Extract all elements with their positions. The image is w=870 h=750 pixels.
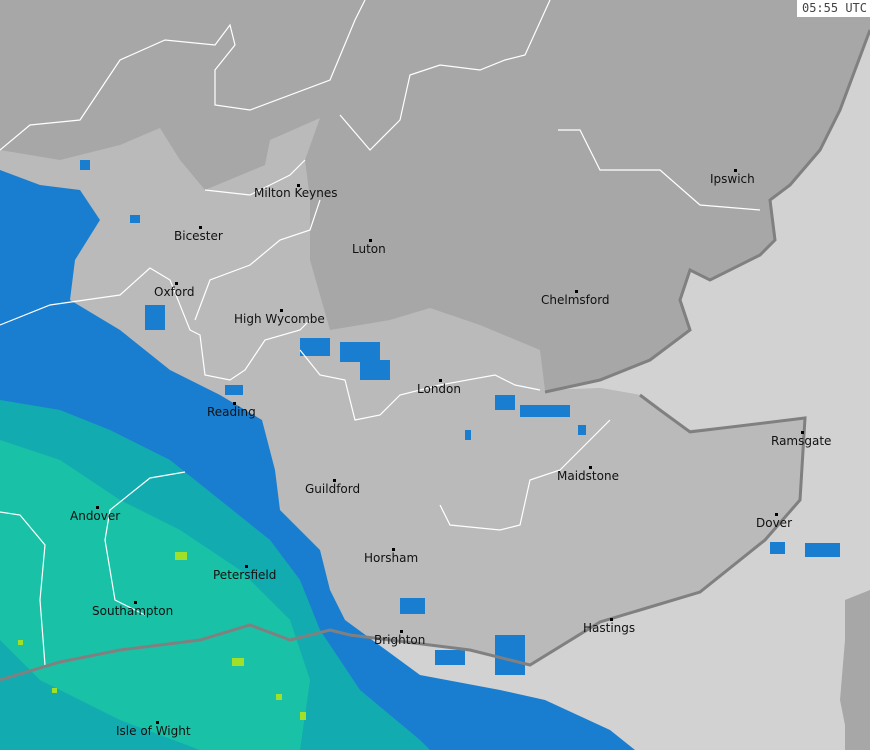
city-label: London xyxy=(417,382,461,396)
city-dot xyxy=(610,618,613,621)
rain-showers xyxy=(80,160,840,675)
city-label: Hastings xyxy=(583,621,636,635)
city-label: Luton xyxy=(352,242,386,256)
city-label: Milton Keynes xyxy=(254,186,338,200)
city-dot xyxy=(775,513,778,516)
city-dot xyxy=(245,565,248,568)
city-dot xyxy=(575,290,578,293)
city-label: Southampton xyxy=(92,604,174,618)
city-dot xyxy=(134,601,137,604)
city-dot xyxy=(297,184,300,187)
city-dot xyxy=(175,282,178,285)
france-coast xyxy=(840,590,870,750)
city-dot xyxy=(233,402,236,405)
city-dot xyxy=(333,479,336,482)
city-label: Bicester xyxy=(174,229,223,243)
city-label: Petersfield xyxy=(213,568,277,582)
coastline xyxy=(0,29,870,682)
city-dot xyxy=(589,466,592,469)
city-dot xyxy=(280,309,283,312)
city-label: Oxford xyxy=(154,285,195,299)
rain-heavy-cells xyxy=(18,552,306,720)
city-label: Brighton xyxy=(374,633,426,647)
city-label: Andover xyxy=(70,509,121,523)
rain-heavier-area xyxy=(0,440,310,750)
city-label: Isle of Wight xyxy=(116,724,191,738)
city-dot xyxy=(96,506,99,509)
city-label: Chelmsford xyxy=(541,293,610,307)
city-label: Ipswich xyxy=(710,172,755,186)
city-dot xyxy=(400,630,403,633)
city-label: Horsham xyxy=(364,551,419,565)
city-dot xyxy=(439,379,442,382)
city-dot xyxy=(199,226,202,229)
city-dot xyxy=(734,169,737,172)
city-label: High Wycombe xyxy=(234,312,325,326)
city-dot xyxy=(369,239,372,242)
city-label: Dover xyxy=(756,516,792,530)
timestamp-label: 05:55 UTC xyxy=(796,0,870,17)
city-label: Ramsgate xyxy=(771,434,832,448)
city-dot xyxy=(392,548,395,551)
city-dot xyxy=(801,431,804,434)
city-label: Reading xyxy=(207,405,256,419)
city-label: Maidstone xyxy=(557,469,619,483)
city-label: Guildford xyxy=(305,482,361,496)
city-dot xyxy=(156,721,159,724)
county-boundaries xyxy=(0,0,761,666)
